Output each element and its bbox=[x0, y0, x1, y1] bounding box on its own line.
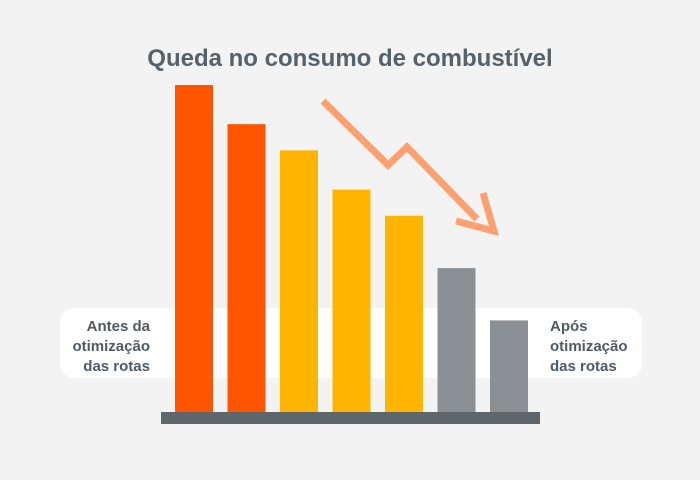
bar-7 bbox=[490, 320, 528, 412]
bar-2 bbox=[227, 124, 266, 412]
left-annotation-line-1: Antes da bbox=[87, 318, 151, 335]
right-annotation: Após otimização das rotas bbox=[550, 318, 628, 375]
bar-1 bbox=[175, 85, 213, 412]
bar-4 bbox=[332, 189, 371, 412]
bars-group bbox=[175, 85, 528, 412]
trend-arrow-line bbox=[320, 98, 480, 222]
bar-3 bbox=[280, 150, 318, 412]
right-annotation-line-3: das rotas bbox=[550, 358, 617, 375]
trend-arrow-icon bbox=[320, 98, 500, 236]
bar-5 bbox=[385, 215, 423, 412]
left-annotation-line-3: das rotas bbox=[83, 358, 150, 375]
right-annotation-line-2: otimização bbox=[550, 338, 628, 355]
right-annotation-line-1: Após bbox=[550, 318, 588, 335]
chart-title: Queda no consumo de combustível bbox=[147, 45, 552, 72]
bar-6 bbox=[437, 268, 476, 412]
baseline bbox=[161, 412, 540, 424]
trend-arrow-head bbox=[455, 192, 500, 236]
left-annotation: Antes da otimização das rotas bbox=[72, 318, 150, 375]
left-annotation-line-2: otimização bbox=[72, 338, 150, 355]
